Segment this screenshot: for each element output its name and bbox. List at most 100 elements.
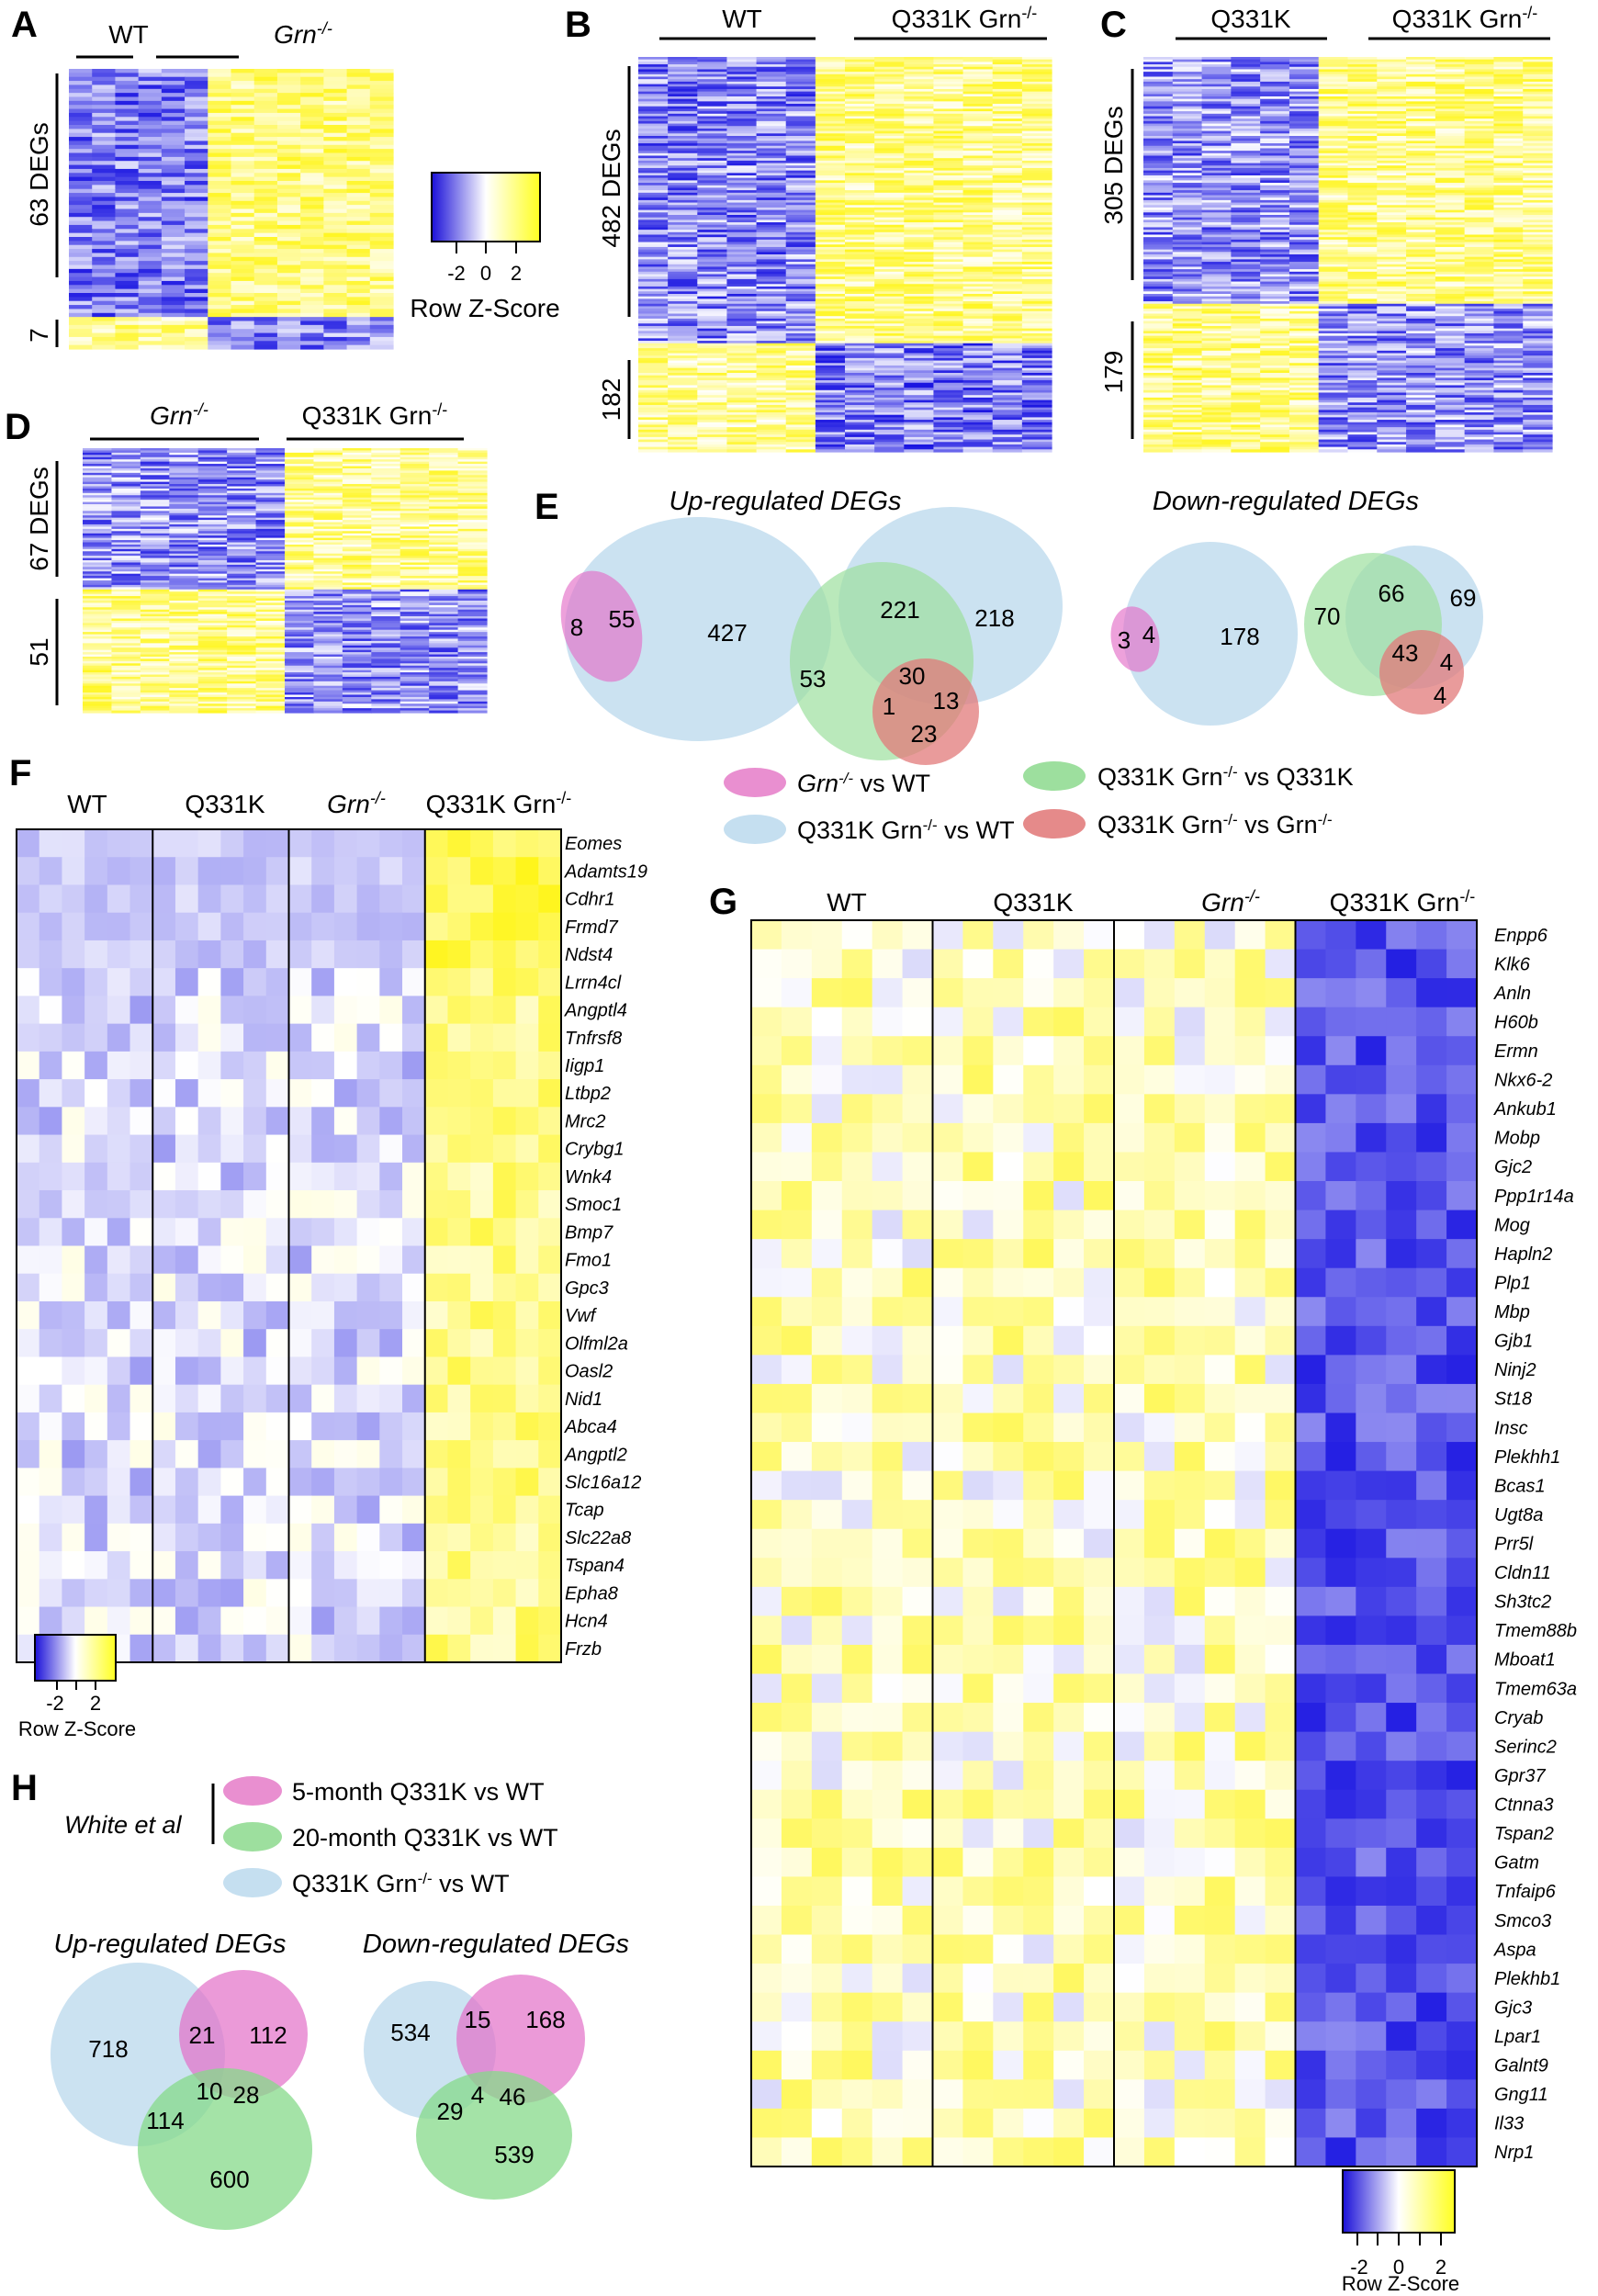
heatmap-cell — [92, 220, 117, 226]
heatmap-cell — [185, 137, 208, 142]
heatmap-cell — [962, 335, 994, 339]
heatmap-cell — [815, 57, 846, 61]
heatmap-cell — [1260, 59, 1290, 62]
heatmap-cell — [874, 412, 905, 416]
heatmap-cell — [346, 329, 371, 334]
heatmap-cell — [1289, 318, 1320, 322]
heatmap-cell — [1493, 227, 1524, 231]
heatmap-cell — [1523, 94, 1553, 97]
heatmap-cell — [1377, 321, 1407, 324]
heatmap-cell — [904, 76, 935, 80]
heatmap-cell — [1231, 192, 1261, 197]
heatmap-cell — [1377, 281, 1407, 285]
heatmap-cell — [300, 185, 324, 190]
heatmap-cell — [904, 353, 935, 356]
heatmap-cell — [638, 86, 669, 90]
heatmap-cell — [1143, 231, 1174, 236]
heatmap-cell — [874, 62, 905, 65]
heatmap-cell — [1318, 88, 1349, 93]
heatmap-cell — [1318, 256, 1349, 260]
heatmap-cell — [1143, 91, 1174, 95]
heatmap-cell — [1406, 262, 1436, 265]
heatmap-cell — [815, 341, 846, 344]
heatmap-cell — [300, 108, 324, 114]
heatmap-cell — [1493, 301, 1524, 305]
heatmap-cell — [726, 382, 758, 387]
heatmap-cell — [323, 212, 348, 218]
heatmap-cell — [904, 79, 935, 83]
heatmap-cell — [756, 106, 787, 110]
heatmap-cell — [933, 316, 964, 320]
heatmap-cell — [115, 244, 140, 250]
heatmap-cell — [1021, 331, 1052, 334]
heatmap-cell — [933, 231, 964, 236]
heatmap-cell — [756, 367, 787, 371]
heatmap-cell — [933, 128, 964, 132]
heatmap-cell — [1201, 286, 1232, 290]
heatmap-cell — [1143, 343, 1174, 347]
heatmap-cell — [904, 177, 935, 181]
heatmap-cell — [1493, 79, 1524, 83]
heatmap-cell — [1021, 385, 1052, 388]
heatmap-cell — [138, 129, 163, 134]
heatmap-cell — [756, 175, 787, 179]
heatmap-cell — [668, 199, 698, 204]
heatmap-cell — [253, 309, 278, 314]
heatmap-cell — [638, 325, 669, 330]
heatmap-cell — [185, 321, 208, 326]
heatmap-cell — [1406, 88, 1436, 93]
heatmap-cell — [815, 242, 846, 245]
heatmap-cell — [1347, 163, 1378, 166]
heatmap-cell — [69, 329, 93, 334]
heatmap-cell — [992, 417, 1023, 421]
heatmap-cell — [726, 84, 758, 87]
heatmap-cell — [1523, 271, 1553, 276]
heatmap-cell — [1231, 316, 1261, 320]
heatmap-cell — [668, 306, 698, 310]
heatmap-cell — [1318, 244, 1349, 248]
heatmap-cell — [962, 106, 994, 110]
heatmap-cell — [1021, 141, 1052, 144]
heatmap-cell — [1406, 301, 1436, 305]
heatmap-cell — [346, 144, 371, 150]
heatmap-cell — [756, 341, 787, 344]
heatmap-cell — [815, 138, 846, 141]
heatmap-cell — [208, 197, 232, 202]
heatmap-cell — [904, 296, 935, 299]
heatmap-cell — [1021, 254, 1052, 258]
heatmap-cell — [756, 62, 787, 65]
heatmap-cell — [276, 76, 301, 82]
heatmap-cell — [1318, 294, 1349, 298]
heatmap-cell — [785, 335, 816, 339]
heatmap-cell — [1021, 158, 1052, 162]
heatmap-cell — [697, 128, 728, 132]
heatmap-cell — [1406, 118, 1436, 122]
heatmap-cell — [962, 276, 994, 280]
heatmap-cell — [1172, 284, 1203, 287]
heatmap-cell — [115, 341, 140, 346]
heatmap-cell — [208, 117, 232, 122]
heatmap-cell — [933, 264, 964, 268]
heatmap-cell — [668, 341, 698, 344]
heatmap-cell — [756, 101, 787, 105]
heatmap-cell — [962, 163, 994, 166]
heatmap-cell — [1406, 256, 1436, 260]
heatmap-cell — [1021, 288, 1052, 292]
heatmap-cell — [231, 76, 255, 82]
heatmap-cell — [92, 229, 117, 234]
heatmap-cell — [185, 197, 208, 202]
heatmap-cell — [276, 344, 301, 350]
heatmap-cell — [1493, 224, 1524, 229]
heatmap-cell — [845, 294, 875, 298]
heatmap-cell — [138, 297, 163, 302]
heatmap-cell — [208, 305, 232, 310]
heatmap-cell — [1021, 363, 1052, 366]
heatmap-cell — [726, 269, 758, 273]
heatmap-cell — [1172, 338, 1203, 342]
heatmap-cell — [962, 427, 994, 431]
heatmap-cell — [1464, 294, 1495, 298]
heatmap-cell — [668, 111, 698, 115]
heatmap-cell — [638, 310, 669, 315]
heatmap-cell — [638, 163, 669, 166]
heatmap-cell — [1347, 301, 1378, 305]
